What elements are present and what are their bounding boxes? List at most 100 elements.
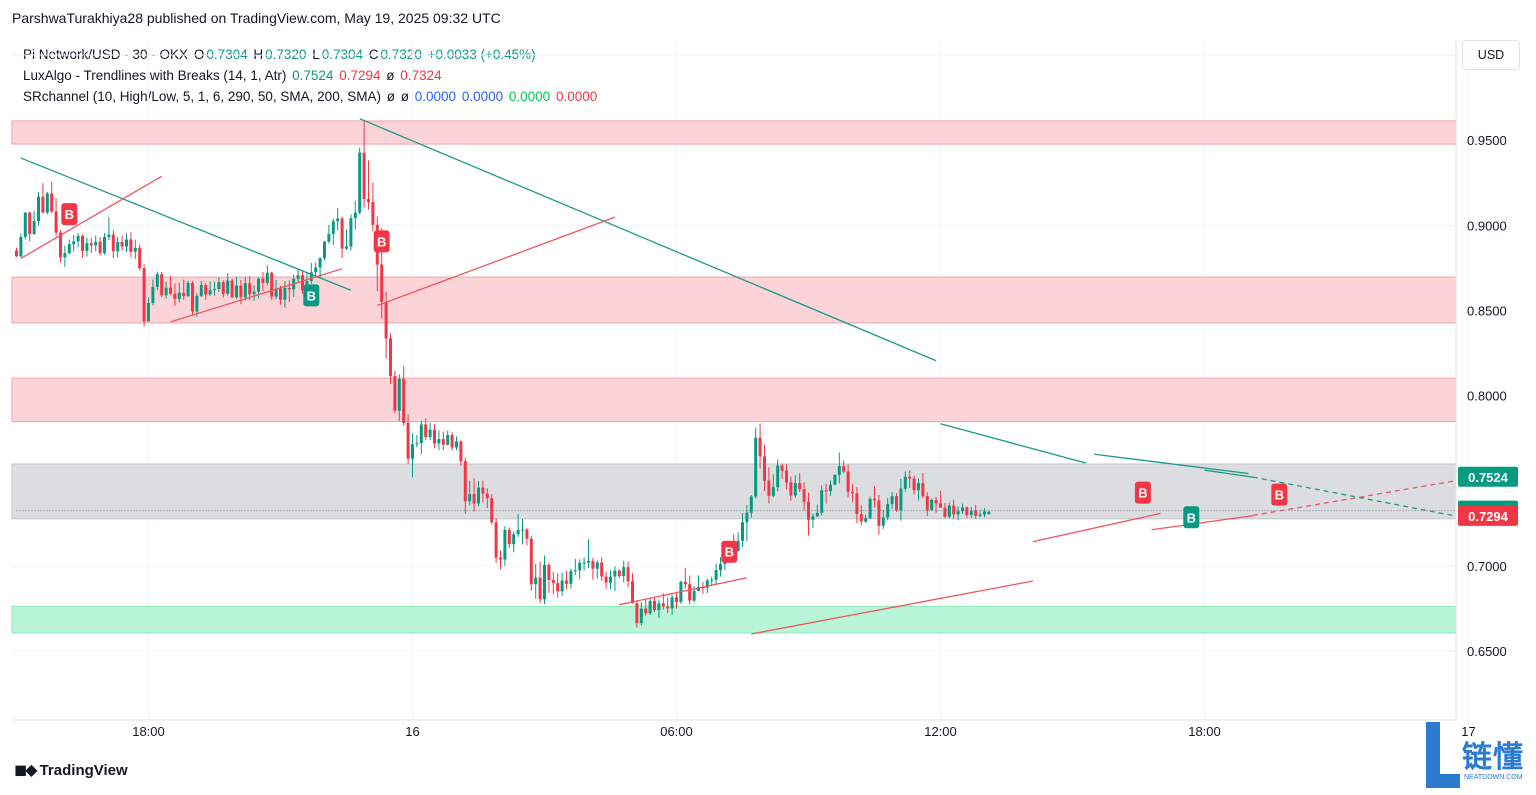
legend-indicator-1[interactable]: LuxAlgo - Trendlines with Breaks (14, 1,… bbox=[23, 65, 599, 86]
currency-button[interactable]: USD bbox=[1462, 40, 1520, 70]
indicator-2-empty-symbol-2: ø bbox=[400, 89, 409, 104]
time-axis-label: 18:00 bbox=[1188, 724, 1221, 739]
candle bbox=[943, 503, 947, 519]
candle bbox=[116, 236, 120, 258]
candle-body bbox=[371, 201, 375, 225]
candle-body bbox=[697, 586, 700, 592]
candle-body bbox=[235, 285, 238, 298]
break-marker-label: B bbox=[725, 545, 734, 560]
break-marker-badge bbox=[373, 230, 390, 253]
candle bbox=[921, 472, 925, 499]
candle-body bbox=[50, 193, 54, 212]
tradingview-logo[interactable]: ◼◆ TradingView bbox=[14, 760, 128, 780]
candle-body bbox=[147, 303, 150, 322]
candle-body bbox=[947, 505, 951, 517]
candle bbox=[842, 460, 846, 474]
candle bbox=[45, 191, 49, 215]
break-marker-label: B bbox=[65, 207, 74, 222]
candle bbox=[521, 518, 524, 545]
legend-indicator-2[interactable]: SRchannel (10, High/Low, 5, 1, 6, 290, 5… bbox=[23, 86, 599, 107]
candle-body bbox=[340, 218, 344, 249]
candle-body bbox=[274, 288, 278, 297]
candle bbox=[895, 493, 898, 512]
candle-body bbox=[23, 212, 27, 237]
candle-body bbox=[318, 258, 322, 268]
candle bbox=[512, 531, 516, 553]
price-axis[interactable]: 1.00000.95000.90000.85000.80000.75000.70… bbox=[1467, 48, 1507, 659]
candle bbox=[76, 232, 80, 248]
candle-body bbox=[569, 571, 573, 584]
break-marker-badge bbox=[1183, 506, 1200, 529]
candle bbox=[868, 496, 872, 520]
candle-body bbox=[653, 601, 656, 611]
candle-body bbox=[428, 429, 432, 438]
time-axis[interactable]: 18:001606:0012:0018:001706:0012:0018:001… bbox=[132, 724, 1536, 739]
neatdown-watermark: 链懂 NEATDOWN.COM bbox=[1424, 722, 1534, 790]
candle bbox=[98, 237, 102, 256]
candle bbox=[547, 562, 551, 593]
candle bbox=[138, 244, 142, 271]
candle-body bbox=[103, 237, 106, 253]
candle-body bbox=[419, 424, 423, 444]
candle-body bbox=[265, 272, 269, 283]
candle-body bbox=[362, 152, 366, 200]
candle-body bbox=[815, 512, 819, 517]
candle bbox=[125, 233, 128, 252]
candle-body bbox=[446, 435, 450, 445]
range-zone bbox=[11, 463, 1457, 520]
candle-body bbox=[521, 529, 524, 531]
red-trendline bbox=[377, 216, 616, 307]
candle-body bbox=[191, 283, 194, 312]
candle bbox=[613, 566, 617, 592]
break-marker-badge bbox=[721, 540, 738, 563]
candle-body bbox=[670, 597, 674, 609]
candle bbox=[481, 480, 485, 503]
candle-body bbox=[248, 283, 252, 295]
red-trendline bbox=[1151, 514, 1253, 531]
candle-body bbox=[881, 517, 885, 526]
candle bbox=[617, 569, 621, 579]
candle-body bbox=[279, 288, 282, 300]
candle-body bbox=[72, 241, 76, 245]
candle-body bbox=[138, 247, 142, 269]
candle-body bbox=[393, 376, 397, 411]
candle-body bbox=[217, 282, 221, 290]
candle-body bbox=[213, 289, 216, 291]
candle bbox=[63, 245, 67, 268]
candle bbox=[402, 366, 406, 426]
indicator-1-value-1: 0.7524 bbox=[292, 68, 334, 83]
candle-body bbox=[15, 250, 18, 257]
candle bbox=[591, 557, 595, 580]
candle bbox=[644, 598, 648, 616]
indicator-2-empty-symbol-1: ø bbox=[386, 89, 395, 104]
candle-body bbox=[934, 499, 938, 504]
break-marker: B bbox=[373, 230, 390, 253]
candle bbox=[195, 292, 199, 317]
candle bbox=[670, 594, 674, 615]
candle-body bbox=[397, 378, 401, 411]
candle-body bbox=[543, 564, 546, 600]
candle bbox=[952, 499, 956, 520]
candle bbox=[142, 264, 146, 327]
candle-body bbox=[270, 272, 274, 297]
candle bbox=[32, 210, 36, 235]
candle-body bbox=[565, 580, 568, 584]
candle-body bbox=[120, 242, 124, 247]
candle-body bbox=[221, 282, 225, 294]
candle bbox=[81, 234, 84, 259]
candle bbox=[565, 570, 568, 589]
candle bbox=[798, 473, 802, 492]
candle bbox=[252, 285, 256, 301]
candle bbox=[468, 480, 472, 506]
candle-body bbox=[648, 601, 652, 614]
candle-body bbox=[780, 465, 784, 471]
time-axis-label: 12:00 bbox=[924, 724, 957, 739]
candle-body bbox=[283, 288, 287, 300]
candle-body bbox=[749, 496, 753, 513]
break-marker-badge bbox=[303, 284, 320, 307]
candle bbox=[961, 503, 964, 515]
break-marker: B bbox=[1183, 506, 1200, 529]
candle bbox=[582, 557, 586, 571]
candle bbox=[969, 507, 973, 518]
